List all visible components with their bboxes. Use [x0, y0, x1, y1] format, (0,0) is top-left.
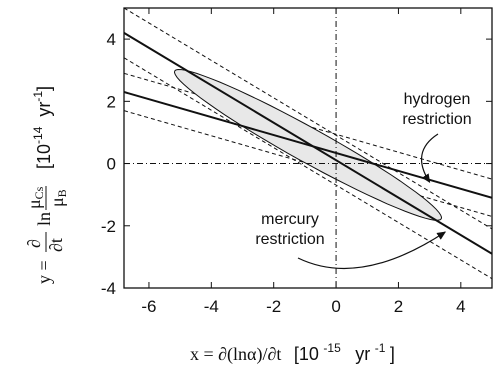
annotation-arrow-1 [421, 133, 439, 184]
svg-text:μCs: μCs [24, 186, 46, 209]
svg-text:μB: μB [47, 189, 69, 207]
y-axis-title: y = ∂ ∂t ln μCs μB [10-14yr-1] [24, 86, 69, 284]
svg-text:∂: ∂ [24, 239, 44, 248]
svg-text:ln: ln [34, 212, 54, 226]
y-tick-label: 2 [107, 92, 116, 111]
x-tick-label: 2 [394, 297, 403, 316]
x-tick-label: 0 [331, 297, 340, 316]
annotation-arrow-2 [297, 231, 447, 269]
annotation-label-1: hydrogen [404, 91, 471, 108]
y-tick-label: -4 [101, 279, 116, 298]
y-ticks: 4 2 0 -2 -4 [101, 30, 492, 298]
central-line-2 [124, 91, 492, 199]
annotation-label-2: restriction [255, 231, 324, 248]
y-tick-label: -2 [101, 217, 116, 236]
x-tick-label: -4 [204, 297, 219, 316]
y-tick-label: 0 [107, 155, 116, 174]
bound-line-2 [124, 57, 492, 280]
svg-text:[10-14yr-1]: [10-14yr-1] [31, 86, 54, 169]
series-lines [124, 32, 492, 255]
annotations: hydrogen restriction mercury restriction [255, 91, 472, 269]
annotation-label-2: mercury [261, 211, 319, 228]
bound-line-1 [124, 8, 492, 230]
plot-area [124, 8, 492, 288]
x-tick-label: 4 [456, 297, 465, 316]
x-ticks: -6 -4 -2 0 2 4 [141, 8, 466, 316]
plot-frame [123, 7, 493, 289]
annotation-label-1: restriction [402, 111, 471, 128]
y-tick-label: 4 [107, 30, 116, 49]
svg-text:y =: y = [34, 260, 54, 284]
central-line-1 [124, 32, 492, 255]
x-tick-label: -2 [266, 297, 281, 316]
x-tick-label: -6 [141, 297, 156, 316]
x-axis-title: x = ∂(lnα)/∂t [10 -15 yr -1 ] [190, 336, 395, 365]
zero-lines [124, 8, 492, 288]
svg-text:∂t: ∂t [46, 238, 66, 252]
